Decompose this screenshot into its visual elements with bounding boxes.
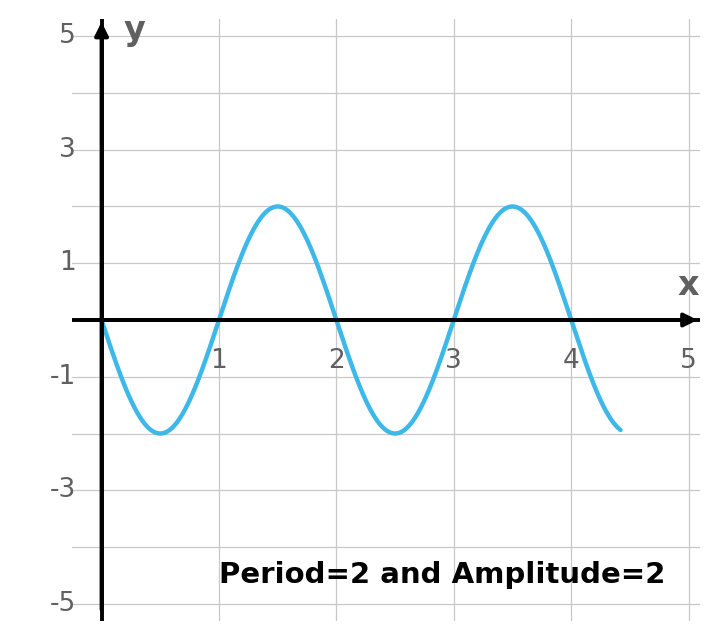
Text: -1: -1 (50, 364, 76, 390)
Text: 5: 5 (680, 348, 697, 374)
Text: -5: -5 (50, 591, 76, 617)
Text: 3: 3 (445, 348, 462, 374)
Text: 1: 1 (211, 348, 227, 374)
Text: 2: 2 (328, 348, 344, 374)
Text: y: y (123, 14, 145, 47)
Text: 5: 5 (59, 23, 76, 49)
Text: x: x (678, 269, 700, 303)
Text: 1: 1 (59, 250, 76, 276)
Text: -3: -3 (50, 477, 76, 503)
Text: 3: 3 (59, 137, 76, 163)
Text: 4: 4 (563, 348, 580, 374)
Text: Period=2 and Amplitude=2: Period=2 and Amplitude=2 (219, 561, 665, 589)
